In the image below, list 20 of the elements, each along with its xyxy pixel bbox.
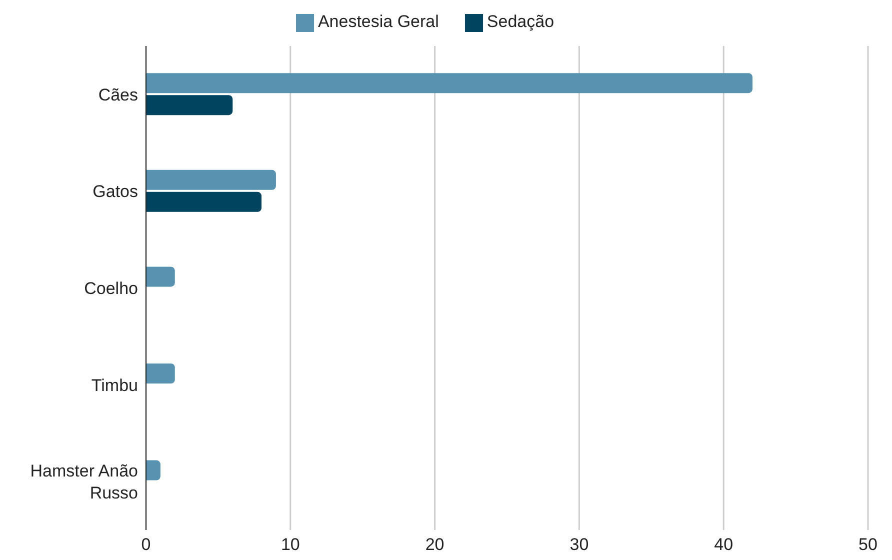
bar (146, 364, 175, 384)
x-tick-label: 10 (280, 535, 300, 554)
x-tick-label: 30 (570, 535, 589, 554)
bar (146, 73, 752, 94)
y-tick-label: Timbu (91, 375, 138, 394)
y-tick-label: Gatos (92, 182, 138, 201)
x-tick-label: 40 (714, 535, 734, 554)
bar (146, 460, 160, 480)
x-tick-label: 20 (425, 535, 444, 554)
bar (146, 266, 175, 287)
legend-label: Sedação (486, 12, 554, 31)
bar (146, 95, 233, 116)
bar (146, 192, 262, 212)
y-tick-label: Hamster Anão Russo (30, 461, 138, 502)
x-tick-label: 50 (858, 535, 878, 554)
x-tick-label: 0 (141, 535, 151, 554)
legend-label: Anestesia Geral (318, 12, 439, 31)
y-tick-label: Cães (98, 84, 138, 104)
bar (146, 170, 276, 190)
y-tick-label: Coelho (84, 278, 138, 298)
